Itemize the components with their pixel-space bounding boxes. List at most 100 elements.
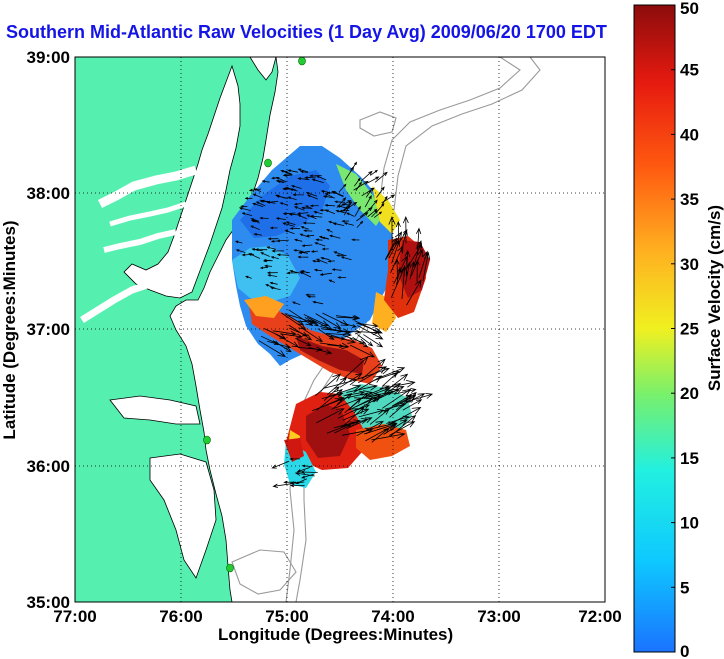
- velocity-arrow: [285, 221, 296, 225]
- velocity-arrow: [415, 227, 422, 253]
- velocity-arrow: [339, 373, 363, 388]
- velocity-arrow: [321, 247, 329, 251]
- velocity-arrow: [314, 242, 326, 247]
- velocity-arrow: [293, 249, 304, 252]
- velocity-arrow: [260, 199, 269, 203]
- velocity-arrow: [342, 408, 370, 421]
- velocity-arrow: [250, 218, 260, 222]
- velocity-arrow: [263, 328, 287, 339]
- velocity-arrow: [279, 202, 289, 206]
- colorbar-tick-label: 45: [680, 61, 699, 80]
- velocity-arrow: [270, 239, 279, 243]
- velocity-arrow: [327, 344, 345, 348]
- velocity-arrow: [332, 222, 345, 226]
- velocity-arrow: [388, 216, 396, 250]
- velocity-arrow: [335, 315, 361, 321]
- velocity-arrow: [385, 231, 403, 261]
- velocity-arrow: [293, 206, 305, 211]
- velocity-arrow: [282, 173, 291, 177]
- velocity-arrow: [325, 333, 356, 344]
- velocity-arrow: [377, 203, 385, 212]
- velocity-arrow: [327, 259, 335, 263]
- velocity-arrow: [363, 422, 398, 435]
- velocity-arrow: [235, 249, 246, 253]
- velocity-arrow: [357, 334, 374, 347]
- radar-stations: [203, 56, 306, 573]
- velocity-arrow: [390, 414, 417, 437]
- velocity-arrow: [292, 193, 304, 197]
- velocity-arrow: [298, 251, 309, 254]
- velocity-arrow: [297, 255, 309, 259]
- velocity-arrow: [322, 195, 336, 199]
- velocity-arrow: [303, 229, 313, 232]
- velocity-arrow: [304, 176, 317, 180]
- velocity-arrow: [283, 170, 292, 175]
- velocity-arrow: [306, 214, 317, 220]
- velocity-arrow: [360, 207, 373, 218]
- velocity-arrow: [300, 470, 318, 475]
- colorbar-tick-label: 0: [680, 642, 689, 659]
- station-marker: [264, 158, 272, 168]
- velocity-arrow: [337, 276, 347, 279]
- velocity-arrow: [394, 388, 417, 395]
- velocity-arrow: [324, 204, 336, 207]
- velocity-arrow: [346, 417, 373, 429]
- velocity-arrow: [305, 293, 316, 297]
- velocity-arrow: [245, 275, 252, 279]
- x-tick-label: 77:00: [53, 607, 96, 626]
- velocity-arrow: [240, 205, 248, 208]
- velocity-arrow: [289, 227, 301, 230]
- y-tick-label: 37:00: [27, 320, 70, 339]
- velocity-arrow: [370, 169, 379, 176]
- velocity-arrow: [363, 334, 384, 348]
- station-marker: [226, 563, 234, 573]
- velocity-arrow: [269, 226, 278, 230]
- velocity-arrow: [312, 259, 321, 263]
- velocity-arrow: [319, 208, 329, 212]
- velocity-arrow: [349, 344, 376, 358]
- velocity-arrow: [384, 373, 409, 393]
- y-tick-label: 35:00: [27, 593, 70, 612]
- velocity-arrow: [364, 194, 372, 208]
- velocity-arrow: [302, 221, 316, 225]
- x-tick-label: 74:00: [371, 607, 414, 626]
- y-axis: 39:00 38:00 37:00 36:00 35:00: [27, 48, 70, 612]
- velocity-arrow: [323, 378, 358, 389]
- velocity-arrow: [297, 168, 309, 173]
- velocity-arrow: [315, 258, 328, 264]
- colorbar-label: Surface Velocity (cm/s): [705, 205, 724, 391]
- velocity-arrow: [253, 219, 260, 224]
- velocity-arrow: [395, 220, 401, 244]
- velocity-arrow: [354, 205, 361, 217]
- velocity-arrow: [338, 183, 347, 193]
- velocity-arrow: [309, 174, 322, 178]
- velocity-arrow: [271, 176, 280, 180]
- velocity-arrow: [272, 330, 297, 336]
- colorbar-tick-label: 40: [680, 125, 699, 144]
- velocity-arrow: [260, 335, 280, 346]
- velocity-arrow: [315, 238, 323, 242]
- velocity-arrow: [356, 322, 379, 328]
- velocity-arrow: [358, 366, 387, 384]
- x-axis-label: Longitude (Degrees:Minutes): [218, 625, 454, 644]
- velocity-arrow: [328, 279, 336, 283]
- velocity-arrow: [324, 193, 333, 198]
- velocity-arrow: [340, 322, 357, 328]
- velocity-arrow: [267, 274, 278, 277]
- graticule: [75, 57, 605, 602]
- map-frame: [74, 56, 606, 603]
- velocity-arrow: [377, 367, 406, 379]
- velocity-arrow: [282, 222, 295, 227]
- velocity-arrow: [331, 268, 342, 271]
- velocity-arrow: [397, 229, 408, 246]
- velocity-arrow: [294, 471, 315, 477]
- velocity-arrow: [251, 248, 263, 252]
- velocity-arrow: [264, 264, 273, 268]
- velocity-arrow: [284, 313, 305, 326]
- velocity-arrow: [291, 301, 301, 306]
- x-tick-label: 73:00: [477, 607, 520, 626]
- velocity-arrow: [342, 201, 353, 212]
- velocity-arrow: [261, 180, 270, 183]
- velocity-arrow: [356, 420, 384, 437]
- velocity-arrow: [389, 407, 422, 425]
